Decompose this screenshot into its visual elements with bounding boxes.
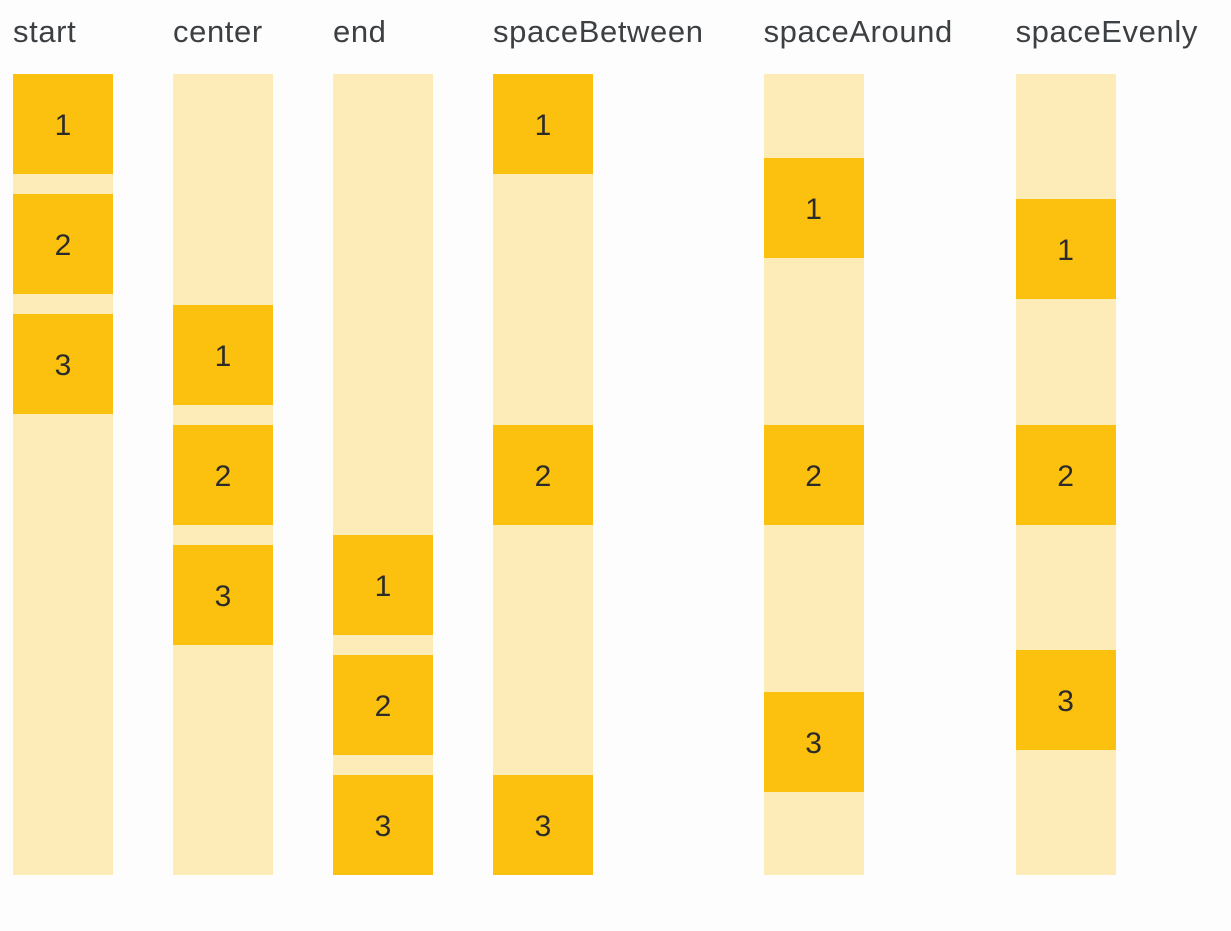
column-label: start [13,14,77,49]
flex-item-number: 1 [214,339,232,373]
flex-item: 1 [493,74,593,174]
flex-item: 1 [13,74,113,174]
flex-item: 2 [13,194,113,294]
flex-item: 3 [333,775,433,875]
flex-item-number: 2 [805,459,822,493]
flex-item-number: 1 [805,192,822,226]
flex-column-group: spaceAround 1 2 3 [763,14,956,875]
column-label: center [173,14,263,49]
flex-container: 1 2 3 [13,74,113,875]
flex-item: 1 [1015,199,1116,300]
flex-item: 1 [173,304,273,405]
flex-item-number: 1 [534,109,552,142]
flex-item-number: 1 [54,109,72,142]
flex-item: 2 [493,424,593,525]
flex-column-group: start 1 2 3 [13,14,113,875]
flex-column-group: spaceEvenly 1 2 3 [1015,14,1198,875]
flex-item: 3 [1015,649,1116,750]
flex-item-number: 3 [534,810,552,843]
flex-item: 3 [13,314,113,414]
flex-item-number: 3 [54,349,72,382]
flex-item: 1 [763,157,864,258]
flex-item-number: 3 [1057,684,1074,718]
flex-item-number: 2 [1057,459,1074,493]
flex-item: 3 [493,775,593,875]
flex-container: 1 2 3 [1015,74,1116,875]
flex-item-number: 2 [214,459,232,493]
flex-item-number: 2 [374,690,392,723]
column-label: end [333,14,387,49]
flex-item-number: 2 [534,459,552,493]
flex-column-group: center 1 2 3 [173,14,273,875]
flex-item-number: 3 [214,579,232,613]
flex-item: 2 [333,655,433,755]
flex-container: 1 2 3 [333,74,433,875]
flex-container: 1 2 3 [173,74,273,875]
flex-column-group: end 1 2 3 [333,14,433,875]
flex-item: 2 [1015,424,1116,525]
flex-item: 2 [173,424,273,525]
column-label: spaceBetween [493,14,704,49]
flex-item-number: 1 [1057,234,1074,268]
flex-container: 1 2 3 [763,74,864,875]
flex-item-number: 1 [374,570,392,603]
flex-item: 3 [763,691,864,792]
flex-item-number: 2 [54,229,72,262]
column-label: spaceEvenly [1015,14,1198,49]
flex-item: 2 [763,424,864,525]
flex-item-number: 3 [374,810,392,843]
justify-content-demo: start 1 2 3 center 1 2 3 end 1 2 3 spaceBetwee… [13,14,1198,875]
flex-item-number: 3 [805,726,822,760]
flex-container: 1 2 3 [493,74,593,875]
flex-item: 1 [333,535,433,635]
column-label: spaceAround [763,14,953,49]
flex-column-group: spaceBetween 1 2 3 [493,14,704,875]
flex-item: 3 [173,544,273,645]
